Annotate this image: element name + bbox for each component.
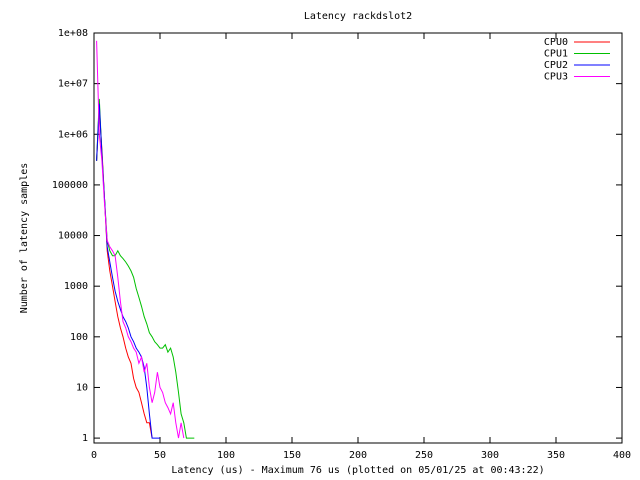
x-tick-label: 300 [481, 450, 499, 461]
y-tick-label: 100000 [52, 180, 88, 191]
legend-label: CPU1 [544, 49, 568, 60]
series-line [96, 40, 185, 439]
x-tick-label: 50 [154, 450, 166, 461]
series-line [96, 103, 160, 439]
legend-label: CPU0 [544, 37, 568, 48]
x-tick-label: 150 [283, 450, 301, 461]
chart-title: Latency rackdslot2 [304, 11, 412, 22]
y-tick-label: 10000 [58, 231, 88, 242]
x-tick-label: 250 [415, 450, 433, 461]
y-tick-label: 100 [70, 332, 88, 343]
y-tick-label: 1e+07 [58, 79, 88, 90]
legend-label: CPU2 [544, 60, 568, 71]
x-tick-label: 350 [547, 450, 565, 461]
x-tick-label: 0 [91, 450, 97, 461]
series-line [96, 98, 195, 439]
legend-label: CPU3 [544, 72, 568, 83]
y-tick-label: 10 [76, 382, 88, 393]
y-tick-label: 1e+06 [58, 129, 88, 140]
y-tick-label: 1000 [64, 281, 88, 292]
x-tick-label: 400 [613, 450, 631, 461]
y-axis-label: Number of latency samples [19, 163, 30, 314]
x-tick-label: 100 [217, 450, 235, 461]
y-tick-label: 1e+08 [58, 28, 88, 39]
y-tick-label: 1 [82, 433, 88, 444]
x-axis-label: Latency (us) - Maximum 76 us (plotted on… [171, 465, 544, 476]
x-tick-label: 200 [349, 450, 367, 461]
